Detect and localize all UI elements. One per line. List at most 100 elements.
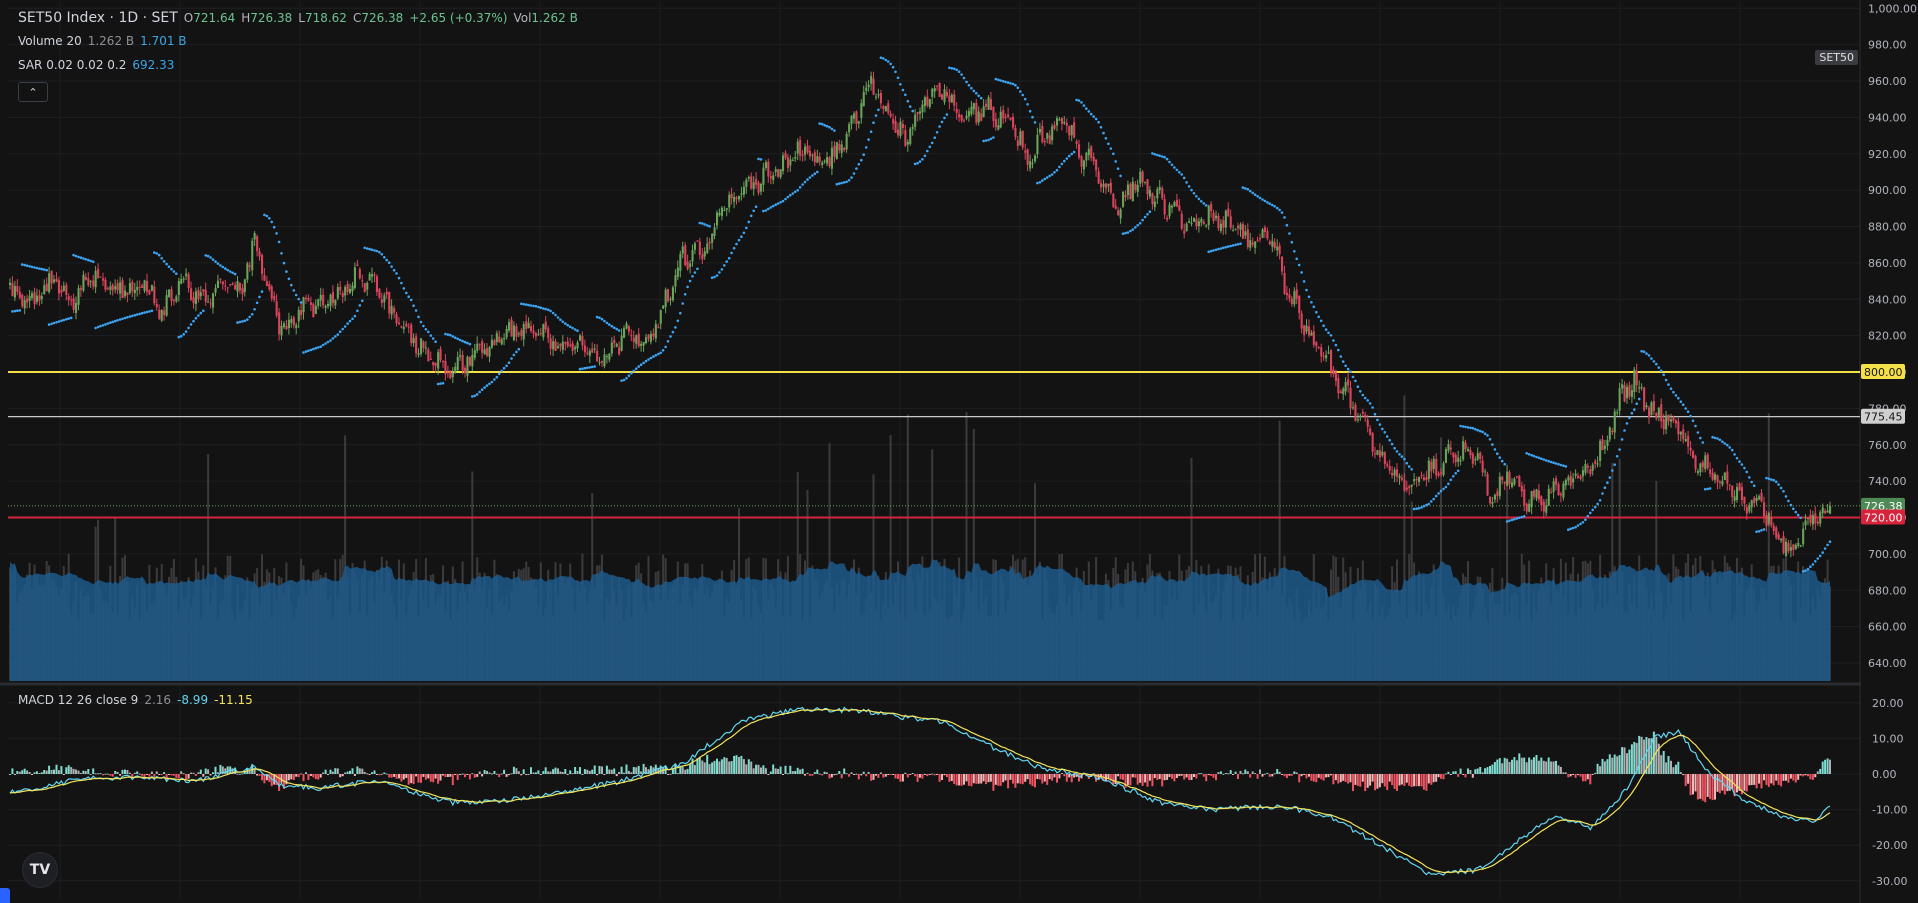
macd-hist-bar	[1393, 774, 1396, 789]
macd-hist-bar	[285, 774, 288, 785]
macd-legend[interactable]: MACD 12 26 close 9 2.16 -8.99 -11.15	[18, 693, 253, 707]
macd-hist-bar	[505, 774, 508, 777]
macd-hist-bar	[1829, 759, 1831, 774]
macd-hist-bar	[253, 768, 256, 774]
sar-dot	[1652, 360, 1656, 363]
candle-body	[209, 303, 212, 305]
macd-hist-bar	[1376, 774, 1379, 789]
sar-dot	[67, 317, 70, 320]
candle-body	[1449, 447, 1452, 450]
sar-dot	[228, 270, 232, 273]
macd-hist-bar	[1633, 741, 1636, 774]
macd-hist-bar	[1462, 774, 1465, 775]
sar-legend[interactable]: SAR 0.02 0.02 0.2 692.33	[18, 58, 174, 72]
macd-hist-bar	[221, 766, 224, 774]
macd-hist-bar	[388, 774, 391, 778]
candle-body	[483, 349, 486, 355]
macd-hist-bar	[760, 767, 762, 774]
macd-hist-bar	[1148, 774, 1151, 781]
sar-dot	[1633, 408, 1636, 411]
sar-dot	[1026, 103, 1029, 106]
macd-hist-bar	[1567, 774, 1570, 778]
candle-body	[564, 341, 567, 344]
collapse-legend-button[interactable]: ⌃	[18, 82, 48, 102]
sar-dot	[830, 127, 834, 131]
candle-body	[1070, 125, 1073, 136]
macd-hist-bar	[923, 774, 926, 775]
volume-bar	[889, 435, 892, 681]
macd-hist-bar	[1359, 774, 1362, 787]
candle-body	[446, 372, 449, 374]
change-value: +2.65 (+0.37%)	[409, 11, 508, 25]
sar-dot	[1036, 181, 1039, 185]
tradingview-logo[interactable]: TV	[22, 852, 58, 888]
candle-body	[1447, 444, 1450, 451]
macd-hist-bar	[160, 774, 163, 775]
sar-dot	[1650, 357, 1653, 360]
candle-body	[512, 325, 515, 340]
candle-body	[1317, 347, 1320, 349]
symbol-title[interactable]: SET50 Index · 1D · SET	[18, 10, 178, 26]
sar-dot	[1028, 109, 1032, 113]
candle-body	[1807, 518, 1810, 519]
sar-dot	[1153, 152, 1157, 156]
sar-dot	[260, 290, 264, 293]
macd-hist-bar	[1139, 774, 1142, 783]
candle-body	[1577, 475, 1580, 478]
sar-dot	[11, 310, 14, 313]
macd-hist-bar	[586, 769, 589, 774]
macd-hist-bar	[261, 774, 263, 781]
macd-hist-bar	[1381, 774, 1384, 784]
macd-hist-bar	[1141, 774, 1144, 786]
axis-background	[1861, 0, 1918, 903]
candle-body	[375, 276, 378, 292]
sar-dot	[781, 199, 785, 203]
macd-hist-bar	[1354, 774, 1357, 785]
candle-body	[1195, 219, 1198, 227]
price-tick-label: 960.00	[1868, 75, 1907, 88]
sar-dot	[1373, 412, 1377, 416]
macd-hist-bar	[1440, 774, 1442, 779]
candle-body	[608, 353, 611, 360]
sar-dot	[89, 259, 92, 263]
candle-body	[1266, 231, 1269, 239]
candle-body	[777, 169, 780, 177]
candle-body	[150, 285, 153, 291]
macd-hist-bar	[1104, 774, 1107, 781]
candle-body	[1621, 384, 1624, 389]
sar-dot	[1165, 157, 1169, 161]
macd-hist-bar	[1454, 771, 1457, 774]
macd-hist-bar	[437, 774, 440, 784]
macd-hist-bar	[395, 774, 398, 779]
candle-body	[1383, 452, 1386, 464]
candle-body	[1643, 387, 1646, 411]
candle-body	[1303, 325, 1306, 336]
macd-hist-bar	[1581, 774, 1584, 782]
macd-hist-bar	[1763, 774, 1765, 781]
candle-body	[1821, 507, 1824, 513]
sar-dot	[747, 220, 751, 224]
candle-body	[498, 336, 501, 343]
sar-dot	[1772, 478, 1775, 482]
volume-legend[interactable]: Volume 20 1.262 B 1.701 B	[18, 34, 187, 48]
macd-hist-bar	[796, 767, 799, 774]
sar-dot	[1628, 416, 1631, 420]
macd-hist-bar	[1234, 771, 1237, 774]
sar-dot	[1576, 524, 1580, 527]
sar-dot	[302, 351, 305, 354]
sar-dot	[666, 340, 670, 343]
macd-hist-bar	[429, 774, 432, 782]
price-axis[interactable]: 1,000.00980.00960.00940.00920.00900.0088…	[1861, 0, 1918, 903]
macd-hist-bar	[1753, 774, 1756, 785]
macd-hist-bar	[1180, 774, 1183, 776]
candle-body	[1048, 135, 1051, 144]
sar-dot	[1337, 348, 1340, 352]
macd-hist-bar	[1799, 774, 1802, 776]
sar-dot	[1809, 565, 1812, 568]
sar-dot	[642, 361, 645, 365]
sar-dot	[833, 129, 836, 132]
candle-body	[1550, 492, 1553, 494]
candle-body	[823, 160, 826, 162]
